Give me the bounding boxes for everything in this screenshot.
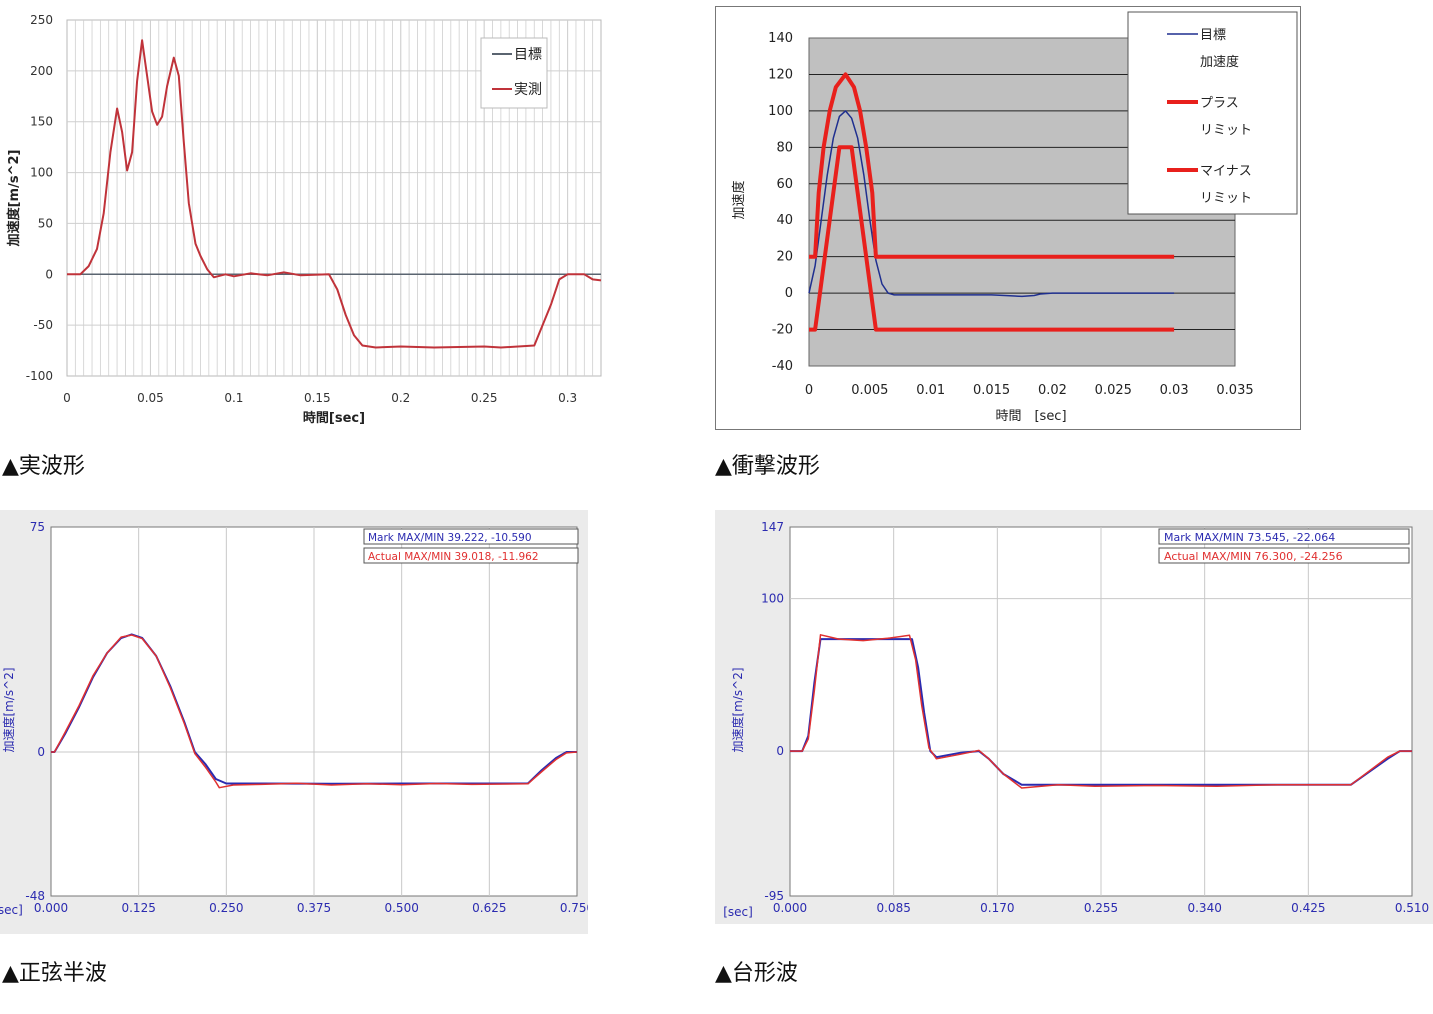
- y-tick-label: 250: [30, 13, 53, 27]
- y-axis-label: 加速度[m/s^2]: [1, 667, 16, 752]
- series-line-1: [808, 110, 1175, 298]
- series-line-2: [51, 634, 578, 789]
- x-axis-label: [sec]: [0, 903, 23, 917]
- legend-box: [1158, 528, 1410, 545]
- legend-label-2: リミット: [1200, 191, 1252, 206]
- y-axis-label: 加速度[m/s^2]: [6, 150, 22, 248]
- x-tick-label: 0.01: [916, 383, 945, 398]
- legend-box: [363, 528, 579, 545]
- x-tick-label: 0.425: [1291, 901, 1325, 915]
- y-tick-label: 147: [761, 520, 784, 534]
- x-tick-label: 0: [805, 383, 813, 398]
- chart-half-sine: 0.000 0.125 0.250 0.375 0.500 0.625 0.750 -48 0 7…: [0, 510, 594, 934]
- y-tick-label: 200: [30, 64, 53, 78]
- series-line-2: [67, 39, 602, 349]
- y-tick-label: -50: [33, 318, 53, 332]
- legend-box: [1127, 11, 1298, 215]
- legend-label: Mark MAX/MIN 73.545, -22.064: [1164, 531, 1335, 544]
- y-tick-label: 60: [776, 177, 793, 192]
- chart-real-waveform: 0 0.05 0.1 0.15 0.2 0.25 0.3 -100 -50 0 50 100 150 20…: [0, 0, 620, 440]
- chart-shock-waveform: 0 0.005 0.01 0.015 0.02 0.025 0.03 0.035 -40 -20 0…: [715, 6, 1301, 430]
- x-tick-label: 0.500: [384, 901, 418, 915]
- x-tick-label: 0.2: [391, 391, 410, 405]
- x-tick-label: 0.015: [973, 383, 1010, 398]
- legend-box: [363, 547, 579, 564]
- x-tick-label: 0.085: [876, 901, 910, 915]
- y-tick-label: 150: [30, 115, 53, 129]
- y-tick-label: 20: [776, 250, 793, 265]
- x-tick-label: 0.750: [560, 901, 588, 915]
- x-tick-label: 0.000: [34, 901, 68, 915]
- y-tick-label: 100: [761, 592, 784, 606]
- chart-half-sine-svg: 0.000 0.125 0.250 0.375 0.500 0.625 0.750 -48 0 7…: [0, 520, 594, 917]
- legend-label: 目標: [514, 47, 542, 63]
- y-tick-label: -40: [772, 359, 793, 374]
- y-tick-label: -100: [26, 369, 53, 383]
- x-tick-label: 0.250: [209, 901, 243, 915]
- x-tick-label: 0.05: [137, 391, 164, 405]
- y-axis-label: 加速度[m/s^2]: [730, 667, 745, 752]
- x-tick-label: 0.510: [1395, 901, 1429, 915]
- chart-trapezoid: 0.000 0.085 0.170 0.255 0.340 0.425 0.510 -95 0 1…: [715, 510, 1433, 924]
- caption-half-sine: ▲正弦半波: [2, 961, 107, 986]
- x-tick-label: 0.03: [1160, 383, 1189, 398]
- legend-box: [1158, 547, 1410, 564]
- legend-label-2: 加速度: [1200, 54, 1239, 70]
- x-tick-label: 0.000: [773, 901, 807, 915]
- x-tick-label: 0.15: [304, 391, 331, 405]
- x-tick-label: 0.02: [1038, 383, 1067, 398]
- legend-label: 実測: [514, 82, 542, 98]
- y-tick-label: -48: [25, 889, 45, 903]
- series-line-2: [809, 72, 1175, 259]
- legend-label-2: リミット: [1200, 123, 1252, 138]
- legend-label: マイナス: [1200, 164, 1252, 179]
- y-tick-label: 0: [785, 286, 793, 301]
- x-axis-label: 時間[sec]: [303, 410, 365, 426]
- legend-box: [480, 37, 548, 109]
- x-tick-label: 0.255: [1084, 901, 1118, 915]
- y-tick-label: 0: [776, 744, 784, 758]
- y-tick-label: 80: [776, 140, 793, 155]
- y-axis-label: 加速度: [731, 180, 747, 219]
- chart-real-waveform-svg: 0 0.05 0.1 0.15 0.2 0.25 0.3 -100 -50 0 50 100 150 20…: [6, 13, 602, 426]
- series-line-3: [809, 145, 1175, 332]
- x-tick-label: 0.340: [1187, 901, 1221, 915]
- x-axis-label: [sec]: [723, 905, 753, 919]
- legend-label: Mark MAX/MIN 39.222, -10.590: [368, 532, 532, 544]
- caption-shock-waveform: ▲衝撃波形: [715, 454, 820, 479]
- y-tick-label: 40: [776, 213, 793, 228]
- x-tick-label: 0.035: [1216, 383, 1253, 398]
- x-tick-label: 0.625: [472, 901, 506, 915]
- x-tick-label: 0.3: [558, 391, 577, 405]
- caption-real-waveform: ▲実波形: [2, 454, 85, 479]
- chart-trapezoid-svg: 0.000 0.085 0.170 0.255 0.340 0.425 0.510 -95 0 1…: [723, 520, 1429, 919]
- x-tick-label: 0.025: [1095, 383, 1132, 398]
- x-tick-label: 0.170: [980, 901, 1014, 915]
- y-tick-label: 50: [38, 216, 53, 230]
- y-tick-label: -20: [772, 323, 793, 338]
- x-tick-label: 0.1: [224, 391, 243, 405]
- y-tick-label: 140: [768, 31, 793, 46]
- y-tick-label: 0: [45, 267, 53, 281]
- y-tick-label: 100: [30, 166, 53, 180]
- chart-shock-waveform-svg: 0 0.005 0.01 0.015 0.02 0.025 0.03 0.035 -40 -20 0…: [715, 6, 1301, 430]
- legend-label: Actual MAX/MIN 39.018, -11.962: [368, 551, 539, 563]
- y-tick-label: 0: [37, 745, 45, 759]
- y-tick-label: -95: [764, 889, 784, 903]
- legend-label: プラス: [1200, 96, 1239, 111]
- y-tick-label: 100: [768, 104, 793, 119]
- y-tick-label: 75: [30, 520, 45, 534]
- x-axis-label: 時間 [sec]: [995, 409, 1066, 424]
- legend-label: 目標: [1200, 28, 1226, 43]
- caption-trapezoid: ▲台形波: [715, 961, 798, 986]
- x-tick-label: 0: [63, 391, 71, 405]
- y-tick-label: 120: [768, 67, 793, 82]
- x-tick-label: 0.005: [851, 383, 888, 398]
- series-line-2: [790, 634, 1412, 789]
- x-tick-label: 0.125: [121, 901, 155, 915]
- x-tick-label: 0.375: [297, 901, 331, 915]
- legend-label: Actual MAX/MIN 76.300, -24.256: [1164, 550, 1343, 563]
- x-tick-label: 0.25: [471, 391, 498, 405]
